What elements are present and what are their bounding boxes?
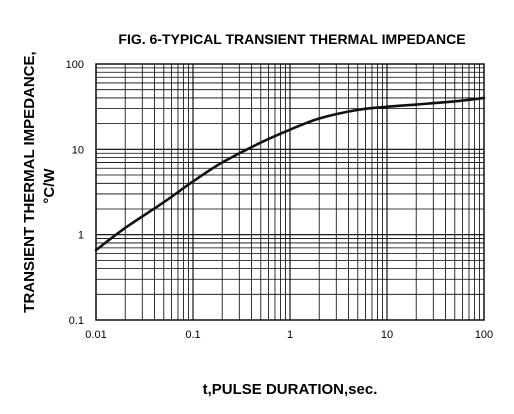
y-tick-label: 100 [66, 59, 84, 71]
data-point [192, 180, 194, 182]
y-axis-label-line2: °C/W [41, 168, 58, 204]
data-point [260, 142, 262, 144]
series-line [94, 96, 486, 252]
y-axis-label-line1: TRANSIENT THERMAL IMPEDANCE, [21, 51, 38, 312]
y-tick-labels: 0.1 1 10 100 [66, 59, 84, 327]
x-tick-labels: 0.01 0.1 1 10 100 [85, 329, 493, 341]
data-point [289, 129, 291, 131]
data-point [124, 227, 126, 229]
y-tick-label: 1 [78, 230, 84, 242]
y-tick-label: 0.1 [69, 315, 84, 327]
data-point [415, 104, 417, 106]
x-axis-label: t,PULSE DURATION,sec. [203, 381, 378, 398]
plot-frame [95, 63, 485, 321]
x-tick-label: 100 [475, 329, 493, 341]
data-point [386, 106, 388, 108]
data-point [318, 117, 320, 119]
x-tick-label: 0.1 [185, 329, 200, 341]
x-tick-label: 10 [381, 329, 393, 341]
data-point [454, 100, 456, 102]
grid [95, 64, 484, 321]
x-tick-label: 0.01 [85, 329, 106, 341]
x-tick-label: 1 [287, 329, 293, 341]
data-point [221, 162, 223, 164]
data-point [483, 97, 485, 99]
data-point [163, 201, 165, 203]
chart-title: FIG. 6-TYPICAL TRANSIENT THERMAL IMPEDAN… [118, 31, 465, 47]
data-point [95, 249, 97, 251]
data-point [357, 109, 359, 111]
y-tick-label: 10 [72, 144, 84, 156]
